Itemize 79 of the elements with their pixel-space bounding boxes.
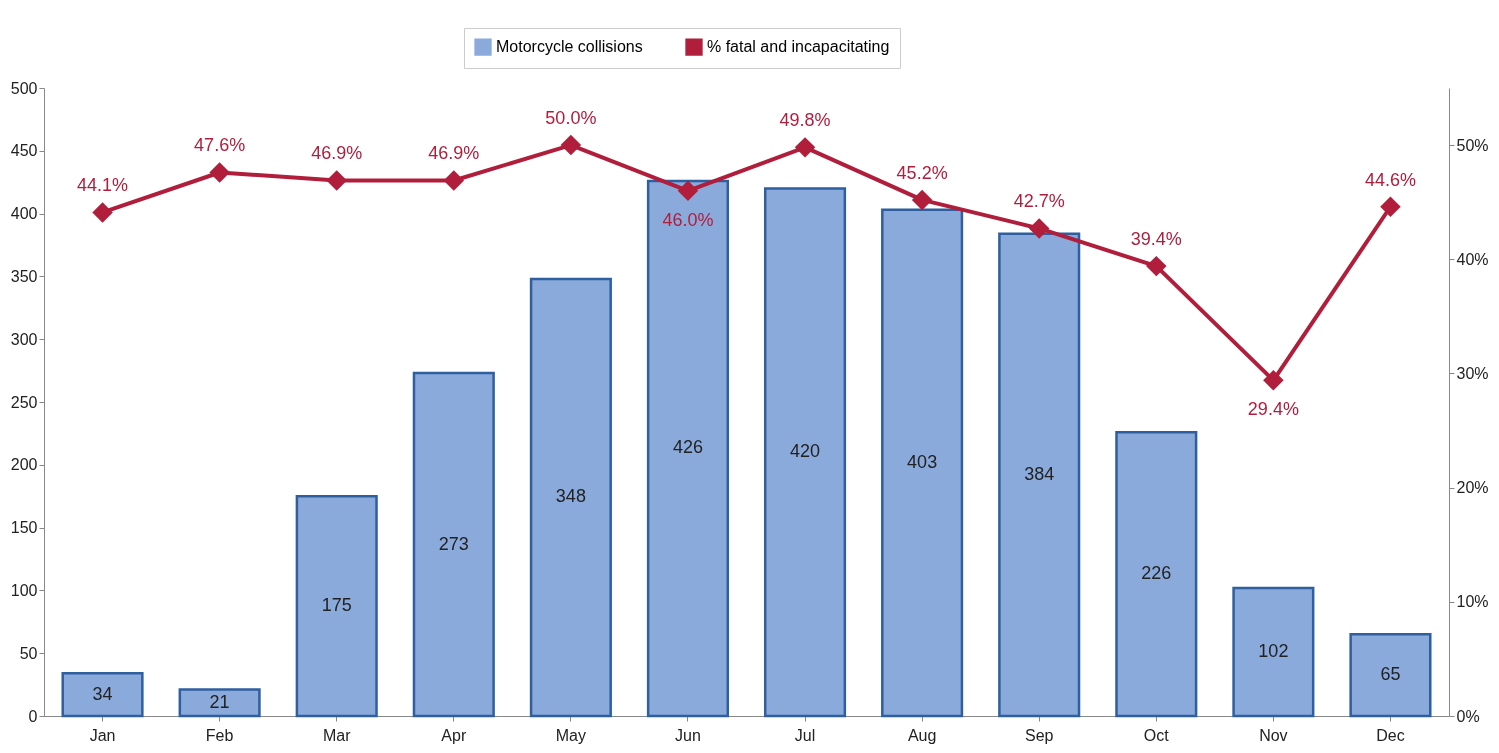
- data-label: 65: [1380, 664, 1401, 685]
- data-label: 42.7%: [1013, 191, 1065, 212]
- y2-tick-label: 40%: [1456, 250, 1489, 268]
- y-tick-label: 400: [10, 205, 38, 223]
- bar: [1349, 633, 1432, 718]
- y-tick-label: 200: [10, 456, 38, 474]
- data-label: 45.2%: [896, 162, 948, 183]
- point: [677, 180, 699, 202]
- y2-tick-label: 20%: [1456, 479, 1489, 497]
- x-tick-label: Dec: [1376, 726, 1405, 744]
- x-tick-label: Oct: [1143, 726, 1170, 744]
- y-tick-label: 450: [10, 142, 38, 160]
- data-label: 21: [209, 691, 230, 712]
- x-tick-label: Jan: [89, 726, 116, 744]
- data-label: 44.1%: [77, 175, 129, 196]
- data-label: 403: [907, 451, 938, 472]
- x-tick-label: Aug: [907, 726, 937, 744]
- data-label: 175: [321, 595, 352, 616]
- y2-tick-label: 50%: [1456, 136, 1489, 154]
- bar: [295, 494, 378, 718]
- data-label: 46.9%: [428, 143, 480, 164]
- bar: [998, 232, 1081, 718]
- x-tick-label: Jun: [675, 726, 701, 744]
- y-tick-label: 150: [10, 519, 38, 537]
- x-tick-label: Mar: [322, 726, 352, 744]
- data-label: 384: [1024, 463, 1055, 484]
- y2-tick-label: 0%: [1456, 707, 1480, 725]
- point: [443, 170, 465, 191]
- bar: [178, 688, 261, 718]
- y-tick-label: 350: [10, 267, 38, 285]
- point: [1263, 370, 1284, 391]
- x-tick-label: Sep: [1024, 726, 1054, 744]
- y-tick-label: 300: [10, 330, 38, 348]
- point: [911, 189, 933, 211]
- point: [794, 137, 816, 158]
- data-label: 348: [555, 486, 586, 507]
- bar: [412, 371, 495, 718]
- y2-tick-label: 10%: [1456, 593, 1489, 611]
- x-tick-label: Nov: [1259, 726, 1288, 744]
- x-tick-label: May: [555, 726, 586, 744]
- legend-label: Motorcycle collisions: [496, 38, 643, 56]
- data-label: 47.6%: [194, 135, 246, 156]
- data-label: 34: [92, 683, 113, 704]
- bar: [763, 187, 847, 718]
- y2-tick-label: 30%: [1456, 364, 1489, 382]
- data-label: 46.0%: [662, 209, 714, 230]
- point: [1380, 196, 1401, 217]
- y-tick-label: 500: [10, 79, 38, 97]
- y-tick-label: 0: [28, 707, 38, 725]
- data-label: 50.0%: [545, 108, 597, 129]
- data-label: 226: [1141, 563, 1172, 584]
- y-tick-label: 50: [19, 644, 38, 662]
- point: [326, 170, 347, 191]
- data-label: 102: [1258, 640, 1289, 661]
- y-tick-label: 100: [10, 581, 38, 599]
- point: [1028, 218, 1050, 239]
- bar: [61, 672, 144, 718]
- point: [560, 134, 582, 156]
- y-tick-label: 250: [10, 393, 38, 411]
- point: [92, 202, 113, 223]
- data-label: 29.4%: [1247, 399, 1299, 420]
- bar: [1232, 586, 1315, 718]
- bar: [1115, 430, 1198, 718]
- x-tick-label: Feb: [205, 726, 234, 744]
- data-label: 49.8%: [779, 110, 831, 131]
- legend-label: % fatal and incapacitating: [707, 38, 890, 56]
- x-tick-label: Apr: [441, 726, 467, 744]
- point: [1146, 255, 1167, 277]
- bar: [881, 208, 964, 718]
- data-label: 420: [790, 441, 821, 462]
- bar: [529, 277, 612, 718]
- x-tick-label: Jul: [794, 726, 816, 744]
- data-label: 273: [438, 533, 469, 554]
- data-label: 39.4%: [1130, 229, 1182, 250]
- point: [209, 162, 230, 183]
- bar: [646, 179, 730, 718]
- data-label: 426: [672, 437, 703, 458]
- data-label: 44.6%: [1364, 169, 1416, 190]
- data-label: 46.9%: [311, 143, 363, 164]
